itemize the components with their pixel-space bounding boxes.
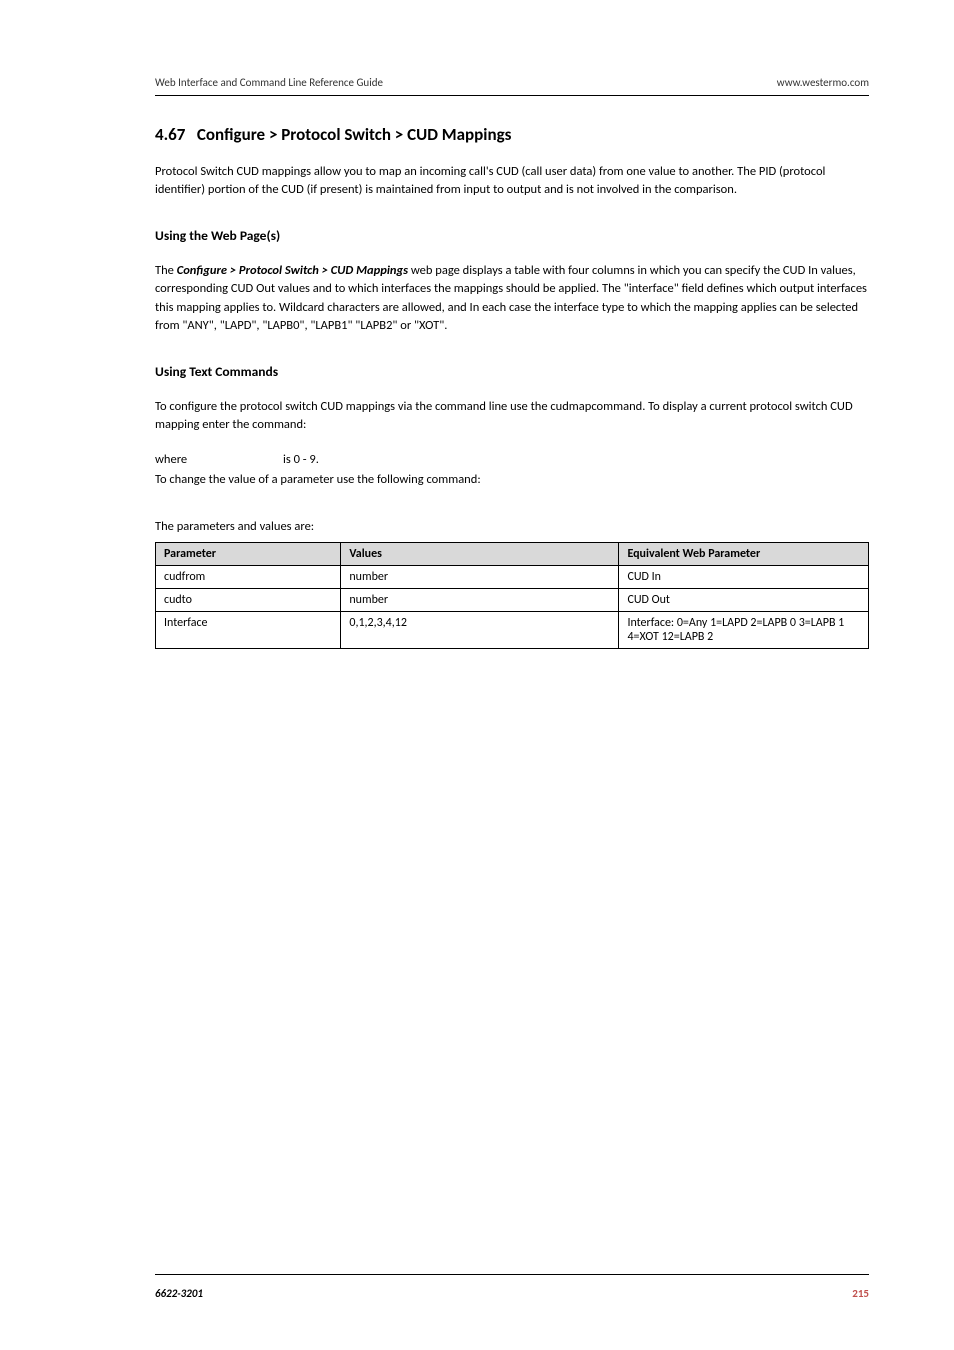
th-values: Values (341, 543, 619, 566)
webpage-lead-pre: The (155, 263, 177, 278)
cell-equiv: Interface: 0=Any 1=LAPD 2=LAPB 0 3=LAPB … (619, 612, 869, 649)
params-intro: The parameters and values are: (155, 519, 869, 534)
where-label: where (155, 452, 283, 467)
cell-values: 0,1,2,3,4,12 (341, 612, 619, 649)
th-equivalent: Equivalent Web Parameter (619, 543, 869, 566)
cell-values: number (341, 566, 619, 589)
table-row: cudto number CUD Out (156, 589, 869, 612)
page-header: Web Interface and Command Line Reference… (155, 76, 869, 96)
text-cmd-subtitle: Using Text Commands (155, 363, 869, 380)
webpage-subtitle: Using the Web Page(s) (155, 227, 869, 244)
params-table: Parameter Values Equivalent Web Paramete… (155, 542, 869, 649)
cell-param: cudto (156, 589, 341, 612)
section-heading: Configure > Protocol Switch > CUD Mappin… (197, 124, 511, 145)
footer-doc-id: 6622-3201 (155, 1287, 203, 1300)
section-title: 4.67 Configure > Protocol Switch > CUD M… (155, 124, 869, 145)
text-cmd-para1: To configure the protocol switch CUD map… (155, 398, 869, 434)
change-line: To change the value of a parameter use t… (155, 471, 869, 489)
intro-paragraph: Protocol Switch CUD mappings allow you t… (155, 163, 869, 199)
header-left: Web Interface and Command Line Reference… (155, 76, 383, 89)
header-right: www.westermo.com (777, 76, 869, 89)
webpage-lead-bold: Configure > Protocol Switch > CUD Mappin… (177, 263, 408, 278)
section-number: 4.67 (155, 124, 185, 145)
table-row: Interface 0,1,2,3,4,12 Interface: 0=Any … (156, 612, 869, 649)
cell-param: Interface (156, 612, 341, 649)
where-value: is 0 - 9. (283, 452, 319, 467)
webpage-paragraph: The Configure > Protocol Switch > CUD Ma… (155, 262, 869, 335)
where-line: where is 0 - 9. (155, 452, 869, 467)
th-parameter: Parameter (156, 543, 341, 566)
table-row: cudfrom number CUD In (156, 566, 869, 589)
table-header-row: Parameter Values Equivalent Web Paramete… (156, 543, 869, 566)
cell-equiv: CUD Out (619, 589, 869, 612)
cell-values: number (341, 589, 619, 612)
cell-equiv: CUD In (619, 566, 869, 589)
footer-page-number: 215 (852, 1287, 869, 1300)
cell-param: cudfrom (156, 566, 341, 589)
page-footer: 6622-3201 215 (155, 1274, 869, 1300)
